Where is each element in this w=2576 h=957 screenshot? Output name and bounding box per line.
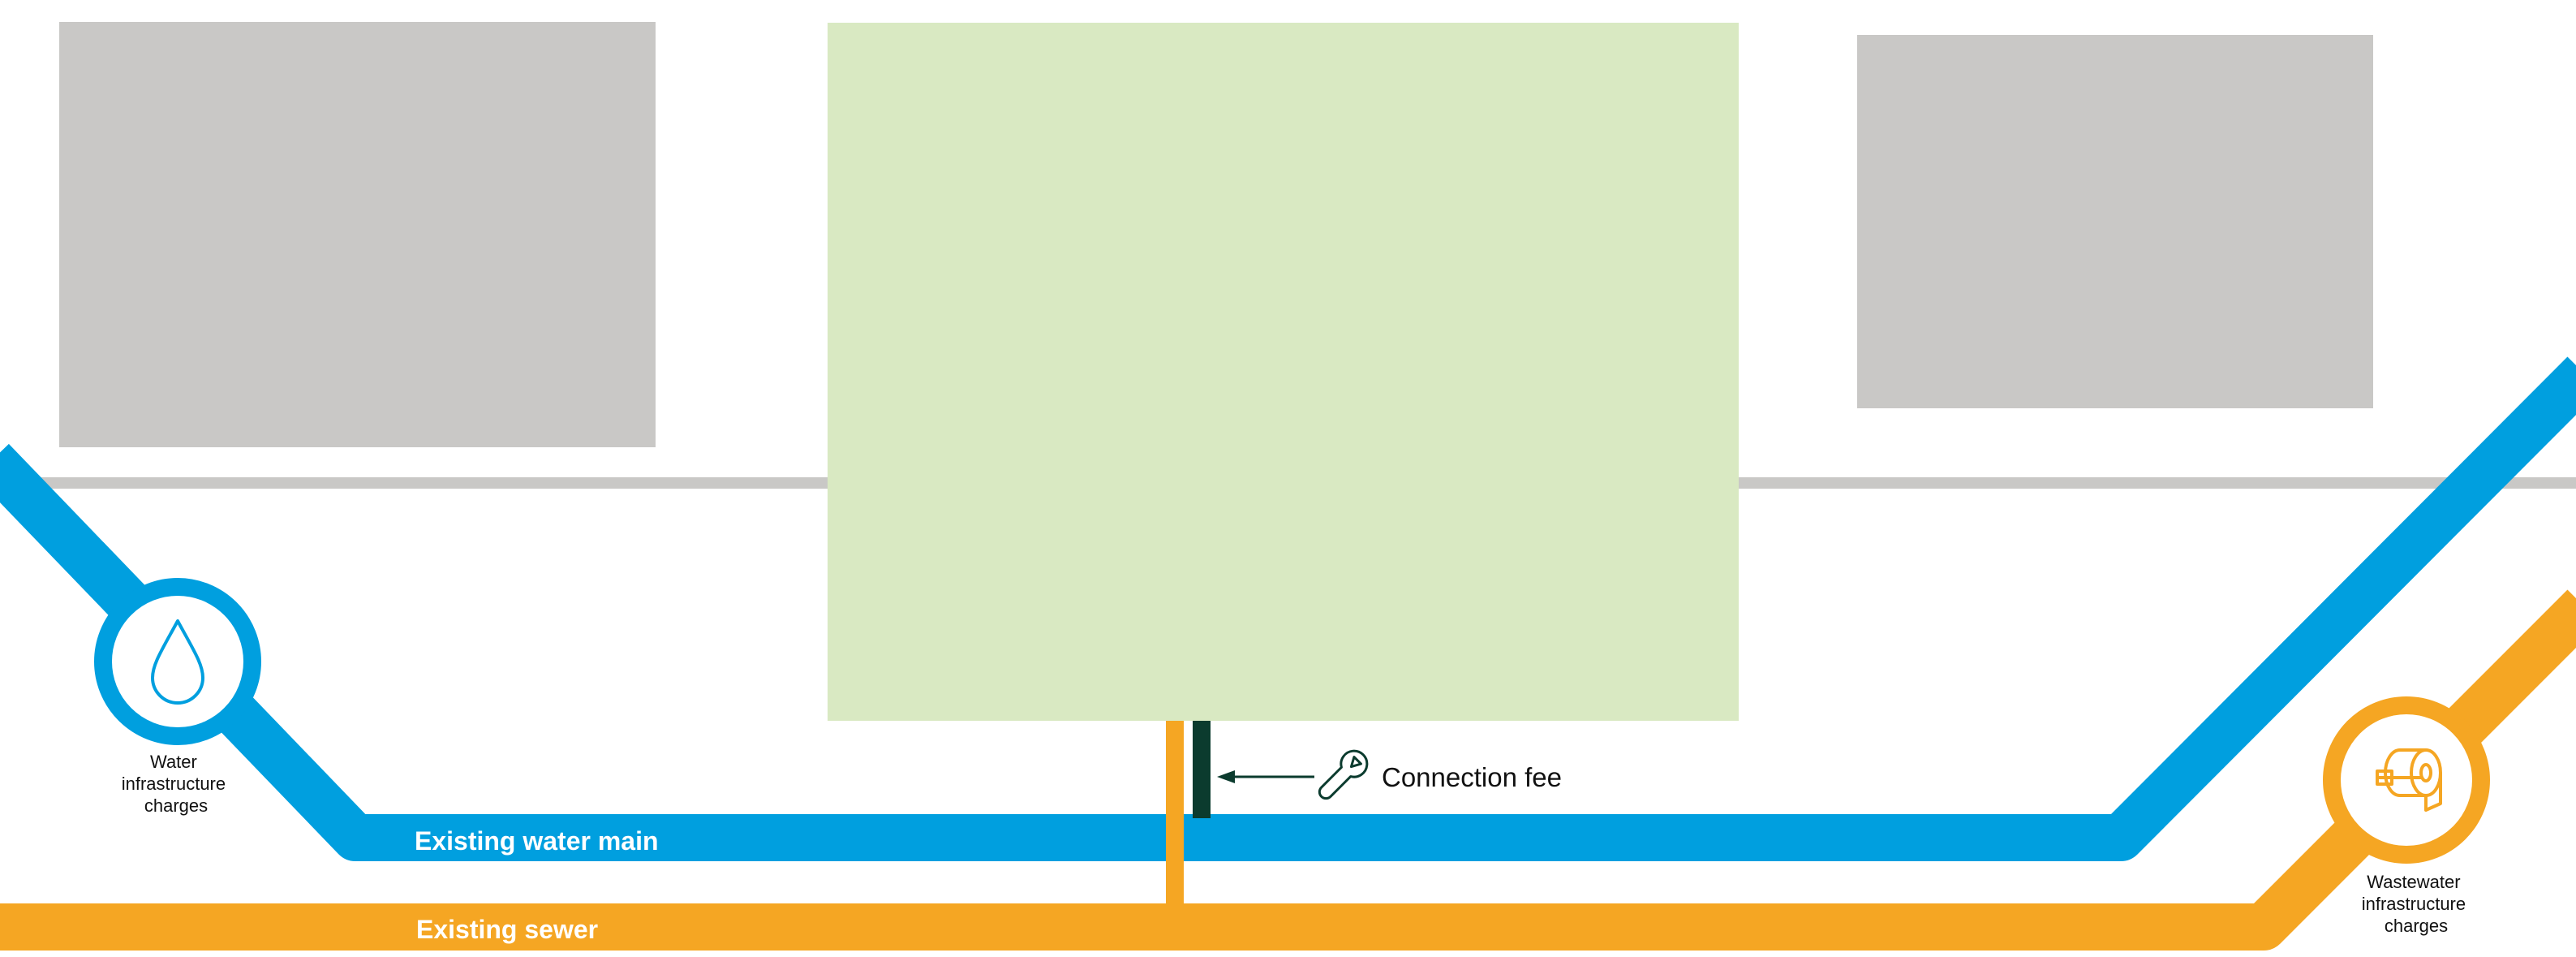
road-left bbox=[0, 477, 832, 489]
water-charges-badge bbox=[94, 578, 261, 745]
water-charges-label: Water infrastructure charges bbox=[122, 752, 231, 816]
toilet-paper-icon bbox=[2376, 748, 2442, 812]
wastewater-charges-badge bbox=[2323, 696, 2490, 864]
wastewater-charges-line-2: infrastructure bbox=[2362, 894, 2466, 914]
water-charges-line-2: infrastructure bbox=[122, 774, 226, 794]
water-service-connection bbox=[1193, 721, 1211, 818]
left-building bbox=[59, 22, 656, 447]
water-charges-line-3: charges bbox=[144, 795, 208, 816]
water-main-label: Existing water main bbox=[415, 826, 659, 856]
water-drop-icon bbox=[151, 619, 204, 705]
road-right bbox=[1736, 477, 2576, 489]
wastewater-charges-label: Wastewater infrastructure charges bbox=[2362, 872, 2471, 936]
connection-arrow bbox=[1217, 770, 1314, 783]
sewer-service-connection bbox=[1166, 721, 1184, 907]
right-building bbox=[1857, 35, 2373, 408]
wrench-icon bbox=[1318, 749, 1369, 800]
sewer-label: Existing sewer bbox=[416, 915, 598, 944]
development-site bbox=[828, 23, 1739, 721]
connection-fee-label: Connection fee bbox=[1382, 762, 1562, 792]
wastewater-charges-line-1: Wastewater bbox=[2367, 872, 2460, 892]
sewer-pipe bbox=[0, 589, 2576, 951]
wastewater-charges-line-3: charges bbox=[2385, 916, 2448, 936]
water-charges-line-1: Water bbox=[150, 752, 197, 772]
